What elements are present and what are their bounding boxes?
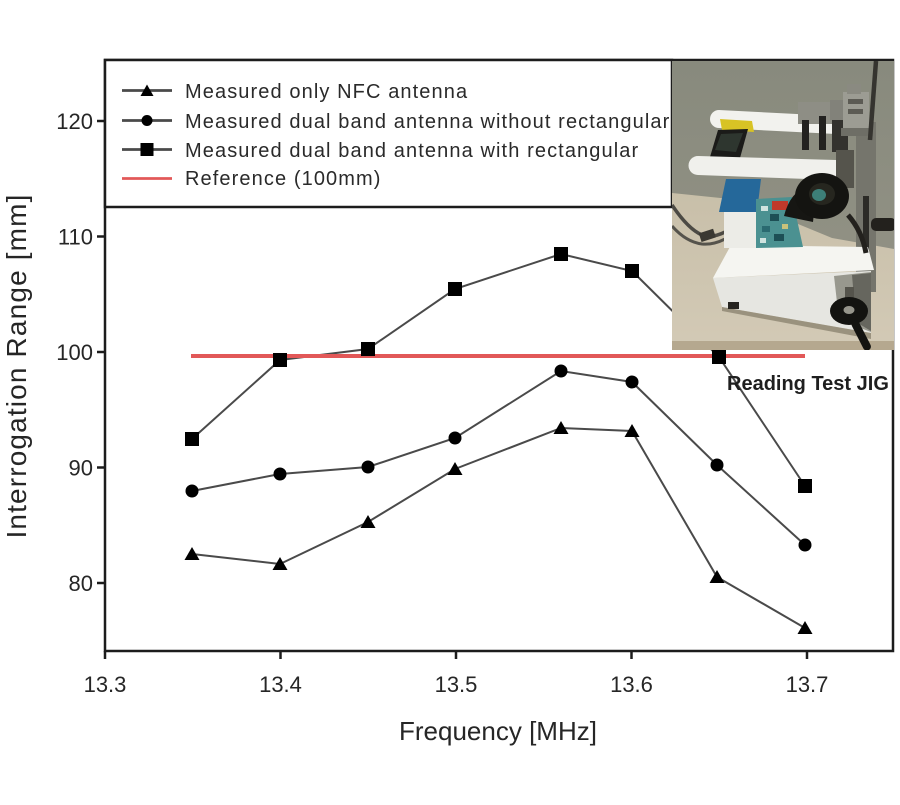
svg-text:120: 120 (56, 109, 93, 134)
svg-text:13.5: 13.5 (435, 672, 478, 697)
svg-text:Measured only NFC antenna: Measured only NFC antenna (185, 81, 468, 103)
svg-text:Interrogation Range [mm]: Interrogation Range [mm] (1, 193, 32, 538)
svg-text:13.7: 13.7 (786, 672, 829, 697)
svg-text:90: 90 (69, 456, 93, 481)
svg-text:Reference (100mm): Reference (100mm) (185, 168, 382, 190)
svg-text:13.4: 13.4 (259, 672, 302, 697)
svg-text:Frequency [MHz]: Frequency [MHz] (399, 716, 597, 746)
svg-text:110: 110 (58, 225, 93, 250)
svg-text:13.3: 13.3 (84, 672, 127, 697)
svg-text:80: 80 (69, 571, 93, 596)
svg-text:100: 100 (56, 340, 93, 365)
svg-text:Measured dual band antenna wit: Measured dual band antenna with rectangu… (185, 140, 639, 162)
svg-text:13.6: 13.6 (610, 672, 653, 697)
svg-text:Measured dual band antenna wit: Measured dual band antenna without recta… (185, 111, 670, 133)
svg-text:Reading Test JIG: Reading Test JIG (727, 373, 889, 395)
